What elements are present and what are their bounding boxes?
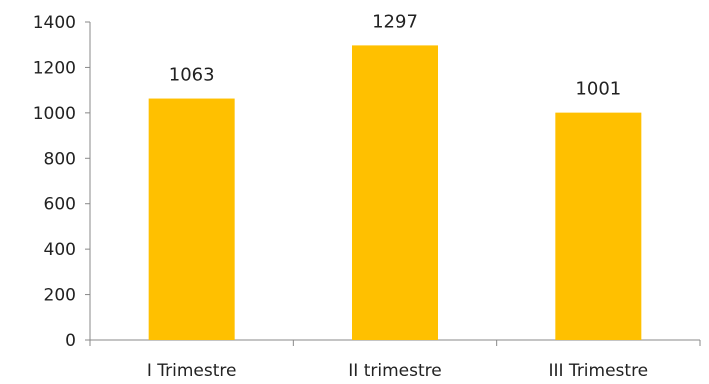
data-label: 1297	[372, 11, 418, 32]
x-axis: I Trimestre II trimestre III Trimestre	[90, 340, 700, 381]
y-tick-label: 600	[44, 195, 76, 215]
bar	[149, 99, 235, 340]
x-tick-label: I Trimestre	[147, 361, 237, 381]
bar	[352, 45, 438, 340]
y-tick-label: 800	[44, 149, 76, 169]
y-tick-label: 1400	[33, 13, 76, 33]
bars	[149, 45, 642, 340]
x-tick-label: II trimestre	[348, 361, 441, 381]
x-tick-label: III Trimestre	[548, 361, 648, 381]
y-tick-label: 0	[65, 331, 76, 351]
y-tick-label: 1200	[33, 58, 76, 78]
data-label: 1001	[575, 79, 621, 100]
y-axis: 0 200 400 600 800 1000 1200 1400	[33, 13, 90, 351]
y-tick-label: 200	[44, 286, 76, 306]
bar	[555, 113, 641, 340]
y-tick-label: 400	[44, 240, 76, 260]
data-label: 1063	[169, 65, 215, 86]
y-tick-label: 1000	[33, 104, 76, 124]
